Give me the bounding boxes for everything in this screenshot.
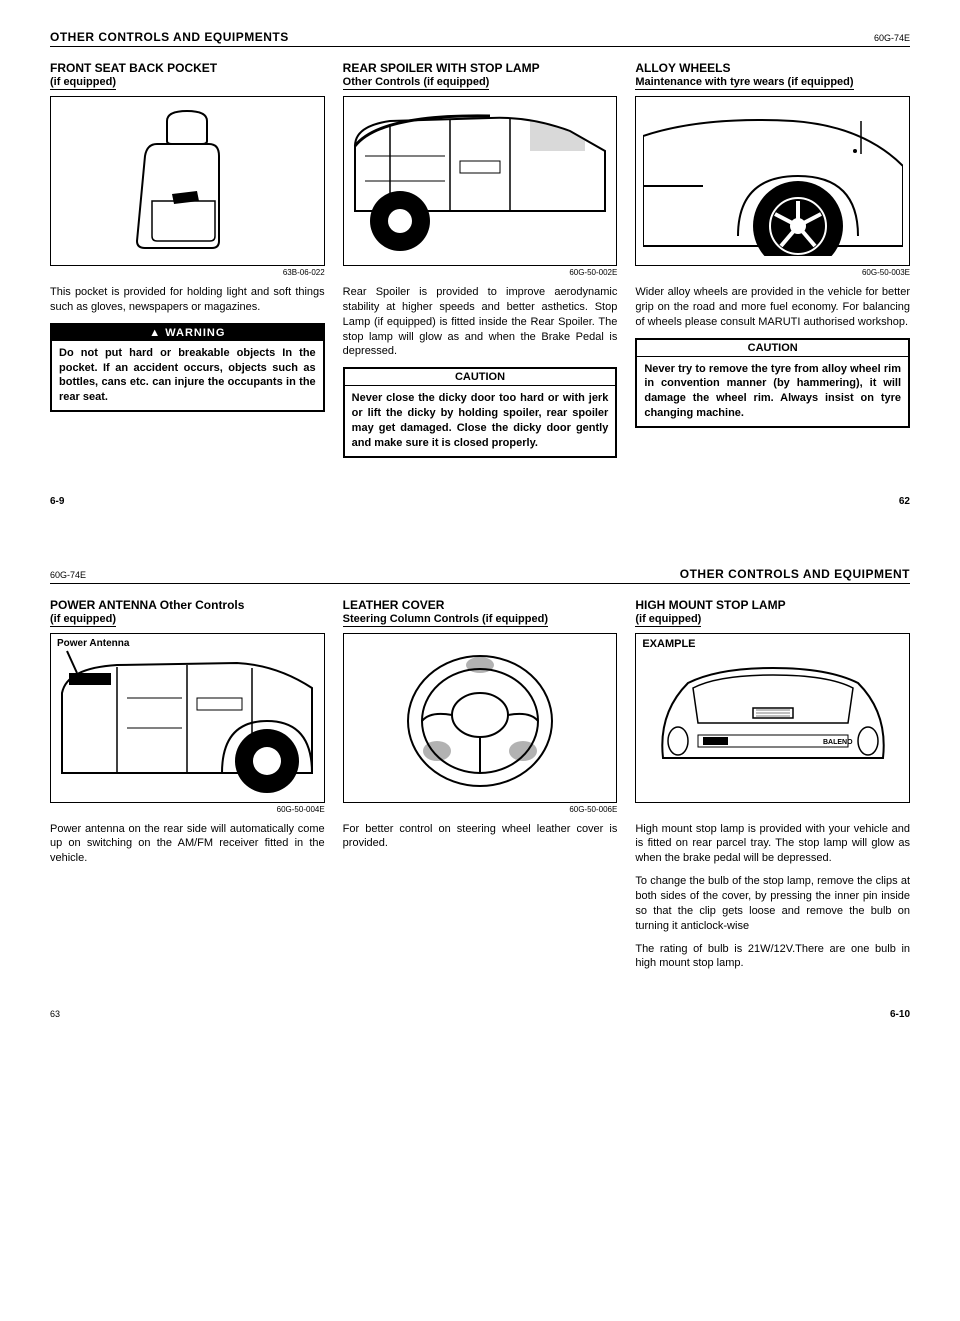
figure-caption: 60G-50-006E bbox=[343, 805, 618, 814]
body-text: Rear Spoiler is provided to improve aero… bbox=[343, 285, 618, 359]
figure-rear-spoiler bbox=[343, 96, 618, 266]
section-title: FRONT SEAT BACK POCKET bbox=[50, 61, 325, 76]
section-title: ALLOY WHEELS bbox=[635, 61, 910, 76]
warning-header: ▲ WARNING bbox=[52, 325, 323, 341]
body-text: Power antenna on the rear side will auto… bbox=[50, 822, 325, 867]
section-title: LEATHER COVER bbox=[343, 598, 618, 613]
section-subtitle: (if equipped) bbox=[50, 76, 116, 90]
section-title: REAR SPOILER WITH STOP LAMP bbox=[343, 61, 618, 76]
footer-right: 6-10 bbox=[890, 1009, 910, 1020]
caution-box: CAUTION Never try to remove the tyre fro… bbox=[635, 338, 910, 428]
section-subtitle: Maintenance with tyre wears (if equipped… bbox=[635, 76, 853, 90]
body-text-3: The rating of bulb is 21W/12V.There are … bbox=[635, 942, 910, 972]
header-title: OTHER CONTROLS AND EQUIPMENTS bbox=[50, 30, 289, 44]
caution-header: CAUTION bbox=[345, 369, 616, 386]
car-antenna-icon bbox=[57, 643, 317, 793]
footer-left: 6-9 bbox=[50, 496, 64, 507]
figure-steering bbox=[343, 633, 618, 803]
example-label: EXAMPLE bbox=[642, 638, 695, 650]
figure-caption bbox=[635, 805, 910, 814]
page-footer: 6-9 62 bbox=[50, 496, 910, 507]
page-footer: 63 6-10 bbox=[50, 1009, 910, 1020]
figure-caption: 60G-50-004E bbox=[50, 805, 325, 814]
section-subtitle: (if equipped) bbox=[635, 613, 701, 627]
column-1: POWER ANTENNA Other Controls (if equippe… bbox=[50, 598, 325, 980]
body-text-2: To change the bulb of the stop lamp, rem… bbox=[635, 874, 910, 933]
page-header: 60G-74E OTHER CONTROLS AND EQUIPMENT bbox=[50, 567, 910, 584]
antenna-label: Power Antenna bbox=[57, 638, 129, 649]
header-code: 60G-74E bbox=[50, 570, 86, 580]
column-3: ALLOY WHEELS Maintenance with tyre wears… bbox=[635, 61, 910, 466]
body-text: For better control on steering wheel lea… bbox=[343, 822, 618, 852]
figure-caption: 60G-50-002E bbox=[343, 268, 618, 277]
section-title: POWER ANTENNA Other Controls bbox=[50, 598, 325, 613]
warning-body: Do not put hard or breakable objects In … bbox=[52, 341, 323, 410]
body-text: This pocket is provided for holding ligh… bbox=[50, 285, 325, 315]
warning-box: ▲ WARNING Do not put hard or breakable o… bbox=[50, 323, 325, 412]
page-header: OTHER CONTROLS AND EQUIPMENTS 60G-74E bbox=[50, 30, 910, 47]
figure-alloy-wheel bbox=[635, 96, 910, 266]
caution-body: Never close the dicky door too hard or w… bbox=[345, 386, 616, 455]
header-title: OTHER CONTROLS AND EQUIPMENT bbox=[680, 567, 910, 581]
figure-caption: 63B-06-022 bbox=[50, 268, 325, 277]
figure-power-antenna: Power Antenna bbox=[50, 633, 325, 803]
columns: POWER ANTENNA Other Controls (if equippe… bbox=[50, 598, 910, 980]
seat-pocket-icon bbox=[97, 106, 277, 256]
section-subtitle: (if equipped) bbox=[50, 613, 116, 627]
column-2: LEATHER COVER Steering Column Controls (… bbox=[343, 598, 618, 980]
caution-box: CAUTION Never close the dicky door too h… bbox=[343, 367, 618, 457]
column-2: REAR SPOILER WITH STOP LAMP Other Contro… bbox=[343, 61, 618, 466]
body-text-1: High mount stop lamp is provided with yo… bbox=[635, 822, 910, 867]
column-3: HIGH MOUNT STOP LAMP (if equipped) EXAMP… bbox=[635, 598, 910, 980]
section-subtitle: Steering Column Controls (if equipped) bbox=[343, 613, 548, 627]
steering-wheel-icon bbox=[395, 643, 565, 793]
car-wheel-icon bbox=[643, 106, 903, 256]
section-subtitle: Other Controls (if equipped) bbox=[343, 76, 490, 90]
svg-text:BALENO: BALENO bbox=[823, 739, 853, 746]
figure-seat-pocket bbox=[50, 96, 325, 266]
footer-right: 62 bbox=[899, 496, 910, 507]
section-title: HIGH MOUNT STOP LAMP bbox=[635, 598, 910, 613]
figure-stop-lamp: EXAMPLE BALENO bbox=[635, 633, 910, 803]
caution-body: Never try to remove the tyre from alloy … bbox=[637, 357, 908, 426]
body-text: Wider alloy wheels are provided in the v… bbox=[635, 285, 910, 330]
figure-caption: 60G-50-003E bbox=[635, 268, 910, 277]
car-rear-icon bbox=[350, 106, 610, 256]
caution-header: CAUTION bbox=[637, 340, 908, 357]
footer-left: 63 bbox=[50, 1009, 60, 1020]
page-2: 60G-74E OTHER CONTROLS AND EQUIPMENT POW… bbox=[50, 567, 910, 1021]
car-rear-view-icon: BALENO bbox=[648, 653, 898, 783]
header-code: 60G-74E bbox=[874, 33, 910, 43]
column-1: FRONT SEAT BACK POCKET (if equipped) 63B… bbox=[50, 61, 325, 466]
page-1: OTHER CONTROLS AND EQUIPMENTS 60G-74E FR… bbox=[50, 30, 910, 507]
columns: FRONT SEAT BACK POCKET (if equipped) 63B… bbox=[50, 61, 910, 466]
